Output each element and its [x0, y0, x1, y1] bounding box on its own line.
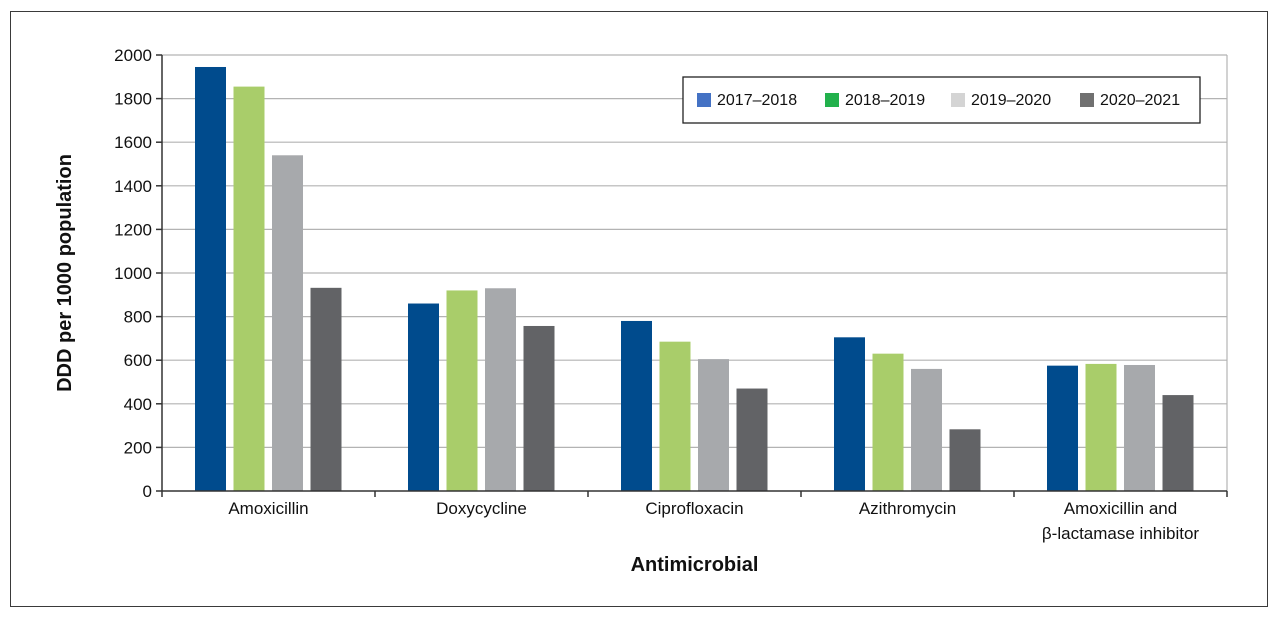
legend-label: 2018–2019	[845, 92, 925, 109]
category-label: Ciprofloxacin	[645, 499, 743, 518]
bar-1-1	[195, 66, 226, 492]
y-tick-label: 1600	[114, 133, 152, 152]
bar-3-5	[1124, 364, 1155, 491]
y-tick-label: 2000	[114, 46, 152, 65]
bar-2-2	[446, 290, 478, 491]
bar-3-2	[485, 288, 516, 491]
x-axis-title: Antimicrobial	[631, 554, 759, 576]
y-tick-label: 200	[124, 438, 152, 457]
category-label: Amoxicillin	[228, 499, 308, 518]
y-tick-label: 400	[124, 395, 152, 414]
category-label: Amoxicillin and β-lactamase inhibitor	[1042, 499, 1200, 543]
bar-2-3	[659, 341, 691, 491]
y-tick-label: 1800	[114, 90, 152, 109]
bar-4-2	[523, 325, 555, 491]
bar-4-4	[949, 429, 981, 491]
bar-3-1	[272, 155, 303, 491]
legend-swatch	[1080, 93, 1094, 107]
bar-3-4	[911, 368, 942, 491]
y-axis-title: DDD per 1000 population	[54, 154, 76, 392]
bar-1-3	[621, 320, 652, 491]
bar-4-3	[736, 388, 768, 491]
legend-swatch	[697, 93, 711, 107]
y-tick-label: 1400	[114, 177, 152, 196]
y-tick-label: 800	[124, 308, 152, 327]
legend-swatch	[825, 93, 839, 107]
legend-label: 2020–2021	[1100, 92, 1180, 109]
y-tick-label: 1000	[114, 264, 152, 283]
bar-4-1	[310, 287, 342, 491]
bar-2-5	[1085, 363, 1117, 491]
y-tick-label: 0	[143, 482, 152, 501]
bar-3-3	[698, 359, 729, 491]
category-label: Doxycycline	[436, 499, 527, 518]
legend-swatch	[951, 93, 965, 107]
bar-4-5	[1162, 395, 1194, 491]
bar-2-4	[872, 353, 904, 491]
legend-label: 2019–2020	[971, 92, 1051, 109]
bar-1-4	[834, 337, 865, 491]
category-label: Azithromycin	[859, 499, 956, 518]
y-tick-label: 1200	[114, 220, 152, 239]
bar-1-5	[1047, 365, 1078, 491]
bar-1-2	[408, 303, 439, 491]
legend-box	[682, 76, 1201, 124]
y-tick-label: 600	[124, 351, 152, 370]
bar-2-1	[233, 86, 265, 492]
legend-label: 2017–2018	[717, 92, 797, 109]
